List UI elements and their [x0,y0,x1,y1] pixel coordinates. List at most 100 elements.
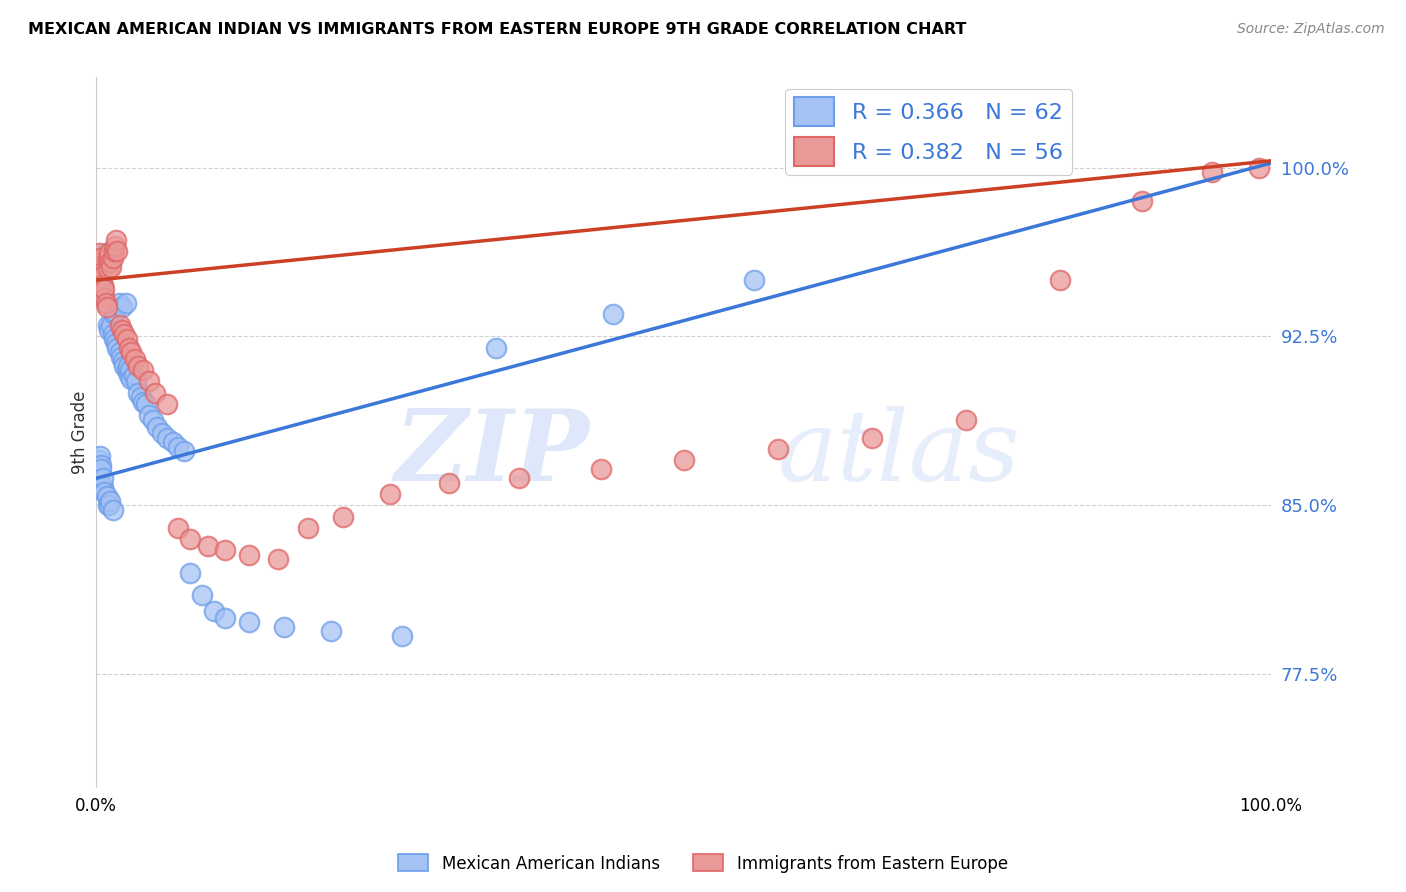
Point [591,462,613,476]
Point [94,295,117,310]
Point [90,266,112,280]
Point [179,566,201,580]
Point [138,409,160,423]
Point [143,385,166,400]
Point [98,493,121,508]
Y-axis label: 9th Grade: 9th Grade [72,391,89,474]
Point [90,273,112,287]
Point [90,462,112,476]
Point [115,332,138,346]
Text: Source: ZipAtlas.com: Source: ZipAtlas.com [1237,22,1385,37]
Point [91,251,114,265]
Point [1049,273,1071,287]
Point [391,629,413,643]
Point [120,363,142,377]
Point [127,385,149,400]
Point [101,503,124,517]
Point [96,300,118,314]
Point [98,255,121,269]
Point [273,620,295,634]
Point [156,431,179,445]
Text: MEXICAN AMERICAN INDIAN VS IMMIGRANTS FROM EASTERN EUROPE 9TH GRADE CORRELATION : MEXICAN AMERICAN INDIAN VS IMMIGRANTS FR… [28,22,966,37]
Point [125,375,148,389]
Point [89,467,111,481]
Point [132,394,155,409]
Point [87,453,110,467]
Point [238,615,260,630]
Point [197,539,219,553]
Point [96,489,118,503]
Text: ZIP: ZIP [395,405,589,501]
Point [162,435,184,450]
Point [87,255,110,269]
Point [378,487,401,501]
Point [191,589,214,603]
Point [214,611,236,625]
Point [146,419,169,434]
Point [135,397,157,411]
Point [91,277,114,292]
Point [108,318,131,333]
Point [105,233,128,247]
Point [87,246,110,260]
Point [103,244,125,258]
Point [91,471,114,485]
Point [167,521,190,535]
Point [672,453,695,467]
Point [214,543,236,558]
Point [101,251,124,265]
Point [742,273,765,287]
Point [89,251,111,265]
Point [94,246,117,260]
Point [115,363,138,377]
Point [332,509,354,524]
Point [437,475,460,490]
Point [602,307,624,321]
Point [173,444,195,458]
Point [97,318,120,333]
Point [122,368,145,382]
Point [91,277,114,292]
Point [142,413,165,427]
Point [112,354,135,368]
Point [485,341,508,355]
Point [114,295,136,310]
Point [1201,165,1223,179]
Point [89,449,111,463]
Point [104,239,127,253]
Point [98,323,121,337]
Point [97,251,120,265]
Point [267,552,290,566]
Point [297,521,319,535]
Point [101,327,124,342]
Point [97,499,120,513]
Point [117,359,139,373]
Point [103,307,125,321]
Point [91,285,114,299]
Point [1130,194,1153,209]
Point [238,548,260,562]
Point [138,375,160,389]
Point [104,304,127,318]
Point [120,372,142,386]
Text: atlas: atlas [778,406,1021,501]
Point [179,532,201,546]
Point [202,604,225,618]
Point [150,426,173,441]
Point [108,345,131,359]
Point [90,458,112,472]
Point [127,359,149,373]
Point [129,390,152,404]
Point [105,336,128,351]
Point [508,471,530,485]
Point [98,499,121,513]
Point [112,359,135,373]
Point [118,341,141,355]
Point [766,442,789,456]
Point [321,624,343,639]
Point [156,397,179,411]
Legend: R = 0.366   N = 62, R = 0.382   N = 56: R = 0.366 N = 62, R = 0.382 N = 56 [786,88,1071,175]
Point [91,480,114,494]
Point [860,431,883,445]
Point [124,351,146,366]
